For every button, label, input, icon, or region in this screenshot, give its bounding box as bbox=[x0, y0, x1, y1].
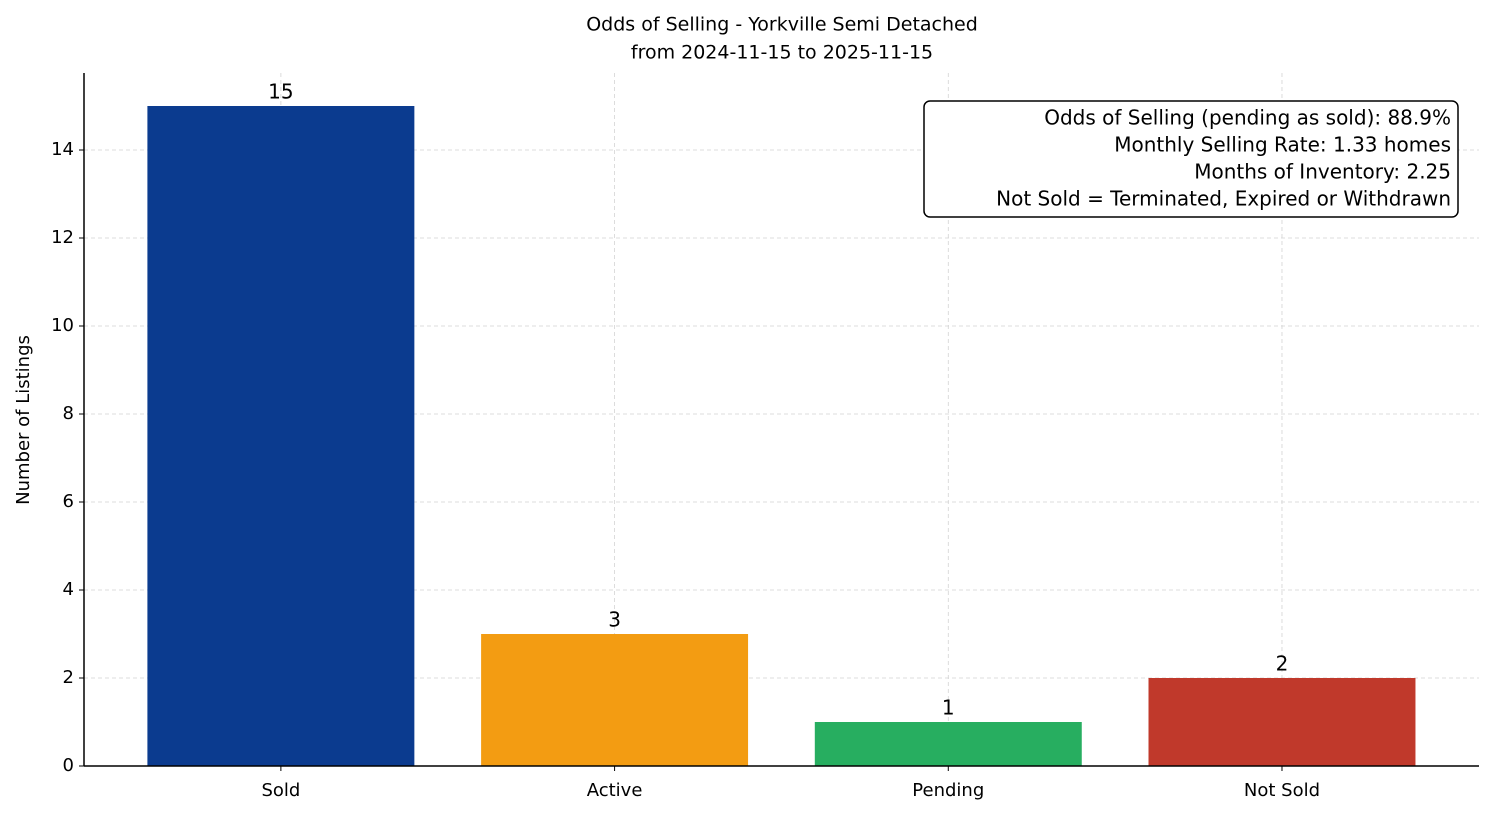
y-axis-label: Number of Listings bbox=[13, 335, 34, 505]
y-tick-label: 10 bbox=[51, 315, 74, 336]
bar bbox=[147, 106, 415, 766]
chart-subtitle: from 2024-11-15 to 2025-11-15 bbox=[631, 42, 933, 64]
y-tick-label: 4 bbox=[63, 579, 74, 600]
x-tick-label: Sold bbox=[261, 780, 300, 801]
y-tick-label: 2 bbox=[63, 667, 74, 688]
y-tick-label: 12 bbox=[51, 227, 74, 248]
y-tick-label: 8 bbox=[63, 403, 74, 424]
chart-title: Odds of Selling - Yorkville Semi Detache… bbox=[586, 14, 978, 36]
annotation-line: Odds of Selling (pending as sold): 88.9% bbox=[1044, 106, 1451, 130]
annotation-line: Monthly Selling Rate: 1.33 homes bbox=[1114, 133, 1451, 157]
bar bbox=[814, 722, 1082, 766]
x-tick-label: Active bbox=[587, 780, 643, 801]
y-tick-label: 0 bbox=[63, 755, 74, 776]
x-tick-label: Not Sold bbox=[1244, 780, 1320, 801]
annotation-line: Not Sold = Terminated, Expired or Withdr… bbox=[996, 187, 1451, 211]
bar bbox=[1148, 678, 1416, 766]
x-tick-label: Pending bbox=[912, 780, 984, 801]
value-label: 3 bbox=[608, 608, 621, 632]
value-label: 15 bbox=[268, 80, 293, 104]
y-tick-label: 14 bbox=[51, 139, 74, 160]
annotation-line: Months of Inventory: 2.25 bbox=[1194, 160, 1451, 184]
y-tick-label: 6 bbox=[63, 491, 74, 512]
value-label: 2 bbox=[1276, 652, 1289, 676]
bar bbox=[481, 634, 749, 766]
value-label: 1 bbox=[942, 696, 955, 720]
annotation-box bbox=[923, 100, 1459, 218]
